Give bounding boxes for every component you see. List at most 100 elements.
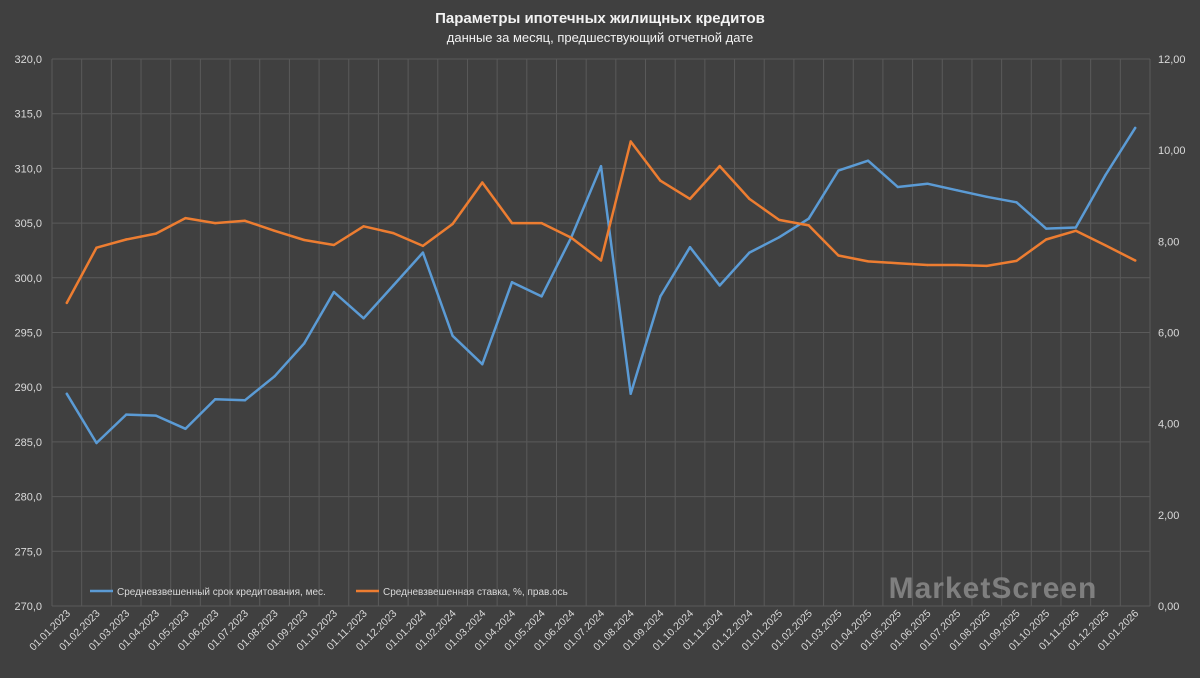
data-point-term — [124, 413, 128, 416]
data-point-term — [421, 251, 425, 254]
y-axis-left: 320,0 315,0 310,0 305,0 300,0 295,0 290,0 285,0… — [14, 54, 42, 613]
y-right-tick-label: 6,00 — [1158, 328, 1179, 340]
data-point-rate — [599, 259, 603, 262]
series-line-term — [65, 126, 1137, 445]
data-point-rate — [392, 231, 395, 235]
data-point-rate — [1133, 259, 1137, 262]
data-point-term — [926, 182, 929, 185]
y-left-tick-label: 300,0 — [14, 273, 42, 285]
x-axis: 01.01.202301.02.202301.03.202301.04.2023… — [27, 608, 1141, 654]
data-point-term — [1015, 201, 1018, 204]
data-point-term — [1044, 227, 1048, 230]
data-point-term — [392, 284, 395, 287]
data-point-term — [748, 251, 751, 254]
data-point-rate — [985, 264, 988, 268]
y-left-tick-label: 315,0 — [14, 109, 42, 121]
y-left-tick-label: 295,0 — [14, 328, 42, 340]
data-point-rate — [481, 181, 484, 184]
y-left-tick-label: 270,0 — [14, 601, 42, 613]
data-point-term — [837, 169, 840, 172]
y-left-tick-label: 320,0 — [14, 54, 42, 66]
data-point-term — [510, 280, 514, 284]
data-point-term — [481, 363, 484, 366]
data-point-rate — [659, 179, 662, 182]
y-right-tick-label: 2,00 — [1158, 510, 1179, 522]
data-point-rate — [777, 218, 781, 222]
y-left-tick-label: 280,0 — [14, 492, 42, 504]
data-point-rate — [688, 197, 692, 201]
data-point-rate — [748, 197, 751, 201]
data-point-rate — [95, 246, 98, 249]
watermark-logo: MarketScreen — [889, 572, 1098, 605]
data-point-term — [896, 185, 899, 189]
chart-subtitle: данные за месяц, предшествующий отчетной… — [447, 30, 753, 45]
data-point-rate — [837, 254, 840, 257]
data-point-term — [184, 427, 187, 430]
data-point-rate — [154, 232, 158, 235]
data-point-term — [807, 217, 810, 220]
data-point-rate — [332, 243, 336, 247]
data-point-term — [95, 441, 98, 445]
y-right-tick-label: 0,00 — [1158, 601, 1179, 613]
data-point-term — [1074, 226, 1078, 229]
data-point-rate — [510, 221, 514, 225]
data-point-rate — [866, 260, 870, 263]
data-point-term — [629, 392, 632, 395]
data-point-term — [214, 398, 217, 401]
data-point-rate — [362, 225, 365, 228]
data-point-term — [332, 290, 336, 294]
data-point-term — [985, 195, 988, 199]
data-point-rate — [570, 236, 573, 239]
data-point-term — [540, 295, 543, 298]
data-point-rate — [1104, 244, 1107, 247]
y-left-tick-label: 290,0 — [14, 382, 42, 394]
data-point-term — [718, 284, 721, 287]
data-point-term — [688, 245, 692, 249]
data-point-rate — [629, 140, 632, 143]
data-point-rate — [184, 216, 187, 220]
data-point-rate — [65, 301, 69, 305]
data-point-rate — [718, 164, 721, 168]
data-point-rate — [807, 224, 810, 227]
data-point-rate — [303, 238, 306, 242]
data-point-rate — [421, 244, 425, 248]
data-point-term — [777, 236, 781, 239]
data-point-rate — [273, 229, 276, 233]
data-point-rate — [124, 238, 128, 241]
legend-label-rate: Средневзвешенная ставка, %, прав.ось — [383, 587, 568, 598]
y-left-tick-label: 275,0 — [14, 546, 42, 558]
y-right-tick-label: 10,00 — [1158, 145, 1186, 157]
y-axis-right: 12,00 10,00 8,00 6,00 4,00 2,00 0,00 — [1158, 54, 1186, 613]
y-left-tick-label: 310,0 — [14, 163, 42, 175]
data-point-term — [1133, 126, 1137, 130]
data-point-rate — [896, 262, 899, 265]
data-point-rate — [955, 263, 959, 267]
gridlines — [51, 58, 1151, 607]
data-point-term — [659, 295, 662, 298]
data-point-term — [303, 342, 306, 345]
y-right-tick-label: 4,00 — [1158, 419, 1179, 431]
data-point-term — [273, 375, 276, 378]
y-left-tick-label: 285,0 — [14, 437, 42, 449]
data-point-term — [362, 317, 365, 320]
data-point-term — [243, 399, 247, 402]
legend: Средневзвешенный срок кредитования, мес.… — [90, 587, 568, 598]
data-point-term — [65, 392, 69, 395]
y-right-tick-label: 12,00 — [1158, 54, 1186, 66]
data-point-term — [599, 165, 603, 168]
data-point-term — [1104, 173, 1107, 177]
chart-title: Параметры ипотечных жилищных кредитов — [435, 10, 765, 27]
data-point-term — [451, 334, 454, 337]
legend-label-term: Средневзвешенный срок кредитования, мес. — [117, 587, 326, 598]
data-point-rate — [1015, 259, 1018, 263]
y-left-tick-label: 305,0 — [14, 218, 42, 230]
data-point-rate — [451, 222, 454, 226]
series-lines — [65, 126, 1137, 445]
data-point-term — [154, 414, 158, 417]
data-point-rate — [1044, 238, 1048, 241]
data-point-rate — [926, 263, 929, 267]
data-point-rate — [214, 221, 217, 225]
data-point-rate — [1074, 229, 1078, 233]
data-point-term — [955, 189, 959, 192]
